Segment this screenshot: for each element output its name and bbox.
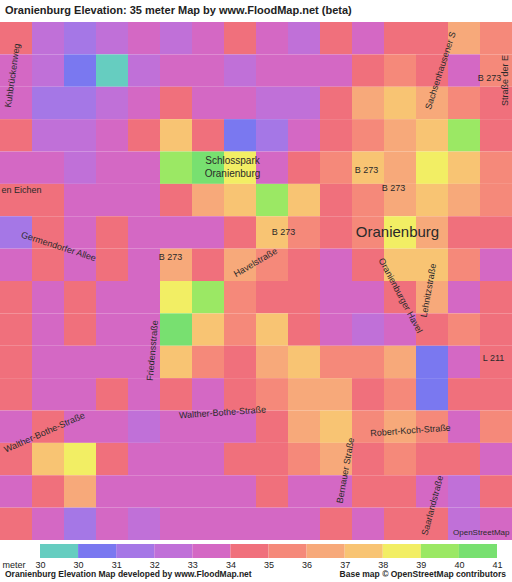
svg-text:Friedensstraße: Friedensstraße bbox=[145, 320, 160, 381]
svg-text:34: 34 bbox=[226, 560, 236, 570]
svg-text:OpenStreetMap: OpenStreetMap bbox=[453, 528, 510, 537]
svg-text:32: 32 bbox=[150, 560, 160, 570]
svg-text:Oranienburg: Oranienburg bbox=[356, 223, 439, 240]
svg-text:B 273: B 273 bbox=[159, 252, 183, 262]
html-text:Base map © OpenStreetMap contr: Base map © OpenStreetMap contributors bbox=[339, 569, 506, 579]
html-text:Oranienburg Elevation Map deve: Oranienburg Elevation Map developed by w… bbox=[5, 569, 252, 579]
svg-text:31: 31 bbox=[112, 560, 122, 570]
svg-text:40: 40 bbox=[454, 560, 464, 570]
svg-text:35: 35 bbox=[264, 560, 274, 570]
svg-text:41: 41 bbox=[492, 560, 502, 570]
svg-text:33: 33 bbox=[188, 560, 198, 570]
svg-text:Walther-Bothe-Straße: Walther-Bothe-Straße bbox=[3, 410, 87, 455]
svg-text:39: 39 bbox=[416, 560, 426, 570]
svg-text:B 273: B 273 bbox=[355, 165, 379, 175]
svg-text:Saarlandstraße: Saarlandstraße bbox=[420, 474, 446, 536]
html-text:Oranienburg Elevation: 35 mete: Oranienburg Elevation: 35 meter Map by w… bbox=[5, 4, 352, 16]
svg-text:B 273: B 273 bbox=[272, 227, 296, 237]
svg-text:Havelstraße: Havelstraße bbox=[232, 246, 279, 279]
svg-text:Robert-Koch-Straße: Robert-Koch-Straße bbox=[370, 423, 451, 439]
svg-text:Bernauer Straße: Bernauer Straße bbox=[335, 437, 356, 504]
svg-text:38: 38 bbox=[378, 560, 388, 570]
svg-text:Oranienburg: Oranienburg bbox=[205, 168, 261, 179]
svg-text:37: 37 bbox=[340, 560, 350, 570]
svg-text:30: 30 bbox=[35, 560, 45, 570]
svg-text:B 273: B 273 bbox=[478, 73, 502, 83]
svg-text:meter: meter bbox=[2, 560, 25, 570]
svg-text:en Eichen: en Eichen bbox=[2, 185, 42, 195]
svg-text:Straße der E: Straße der E bbox=[500, 55, 510, 106]
svg-text:B 273: B 273 bbox=[382, 183, 406, 193]
svg-text:Lehnitzstraße: Lehnitzstraße bbox=[419, 263, 438, 318]
svg-text:30: 30 bbox=[74, 560, 84, 570]
svg-text:Germendorfer Allee: Germendorfer Allee bbox=[20, 230, 97, 264]
svg-text:Schlosspark: Schlosspark bbox=[205, 155, 260, 166]
svg-text:L 211: L 211 bbox=[483, 353, 505, 363]
svg-text:Sachsenhausener S: Sachsenhausener S bbox=[423, 30, 458, 110]
svg-text:Oranienburger Havel: Oranienburger Havel bbox=[377, 256, 425, 334]
svg-text:Walther-Bothe-Straße: Walther-Bothe-Straße bbox=[179, 404, 267, 420]
svg-text:36: 36 bbox=[302, 560, 312, 570]
svg-text:Kuhbrückenweg: Kuhbrückenweg bbox=[3, 43, 22, 108]
